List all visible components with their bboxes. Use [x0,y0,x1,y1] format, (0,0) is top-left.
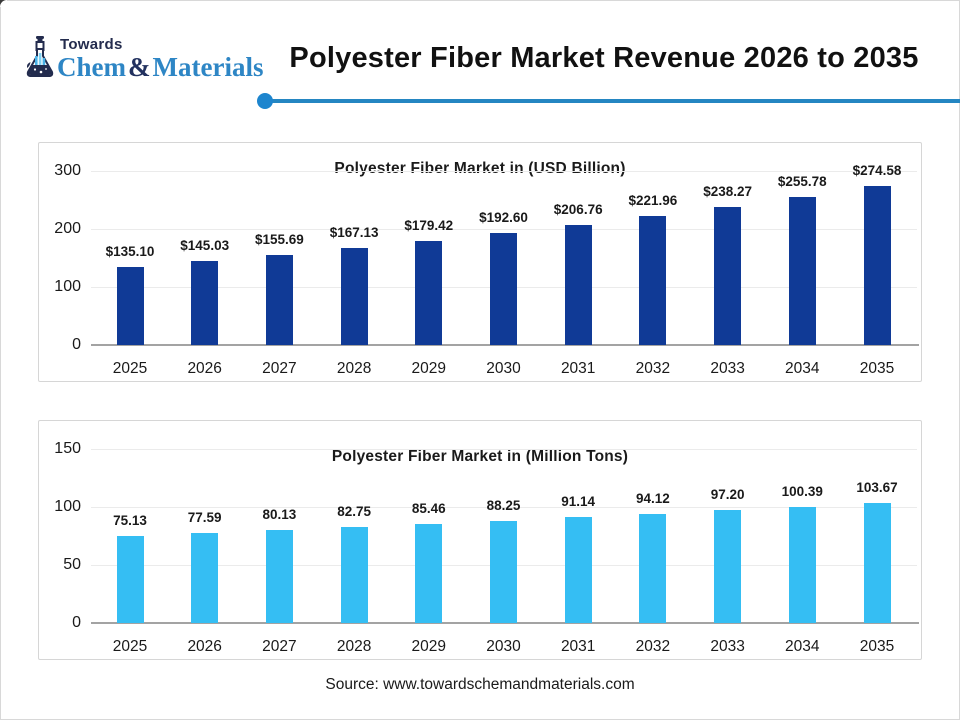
y-tick-label: 0 [72,614,81,631]
x-axis-line [91,622,919,624]
bar [490,520,517,623]
bar [265,254,293,345]
x-tick-label: 2026 [187,360,222,377]
y-tick-label: 50 [63,556,81,573]
logo-towards-text: Towards [60,36,123,53]
bar [191,260,219,345]
x-tick-label: 2030 [486,360,521,377]
chart-title: Polyester Fiber Market in (Million Tons) [331,448,629,465]
bar [340,248,368,345]
x-tick-label: 2026 [187,638,222,655]
x-tick-label: 2029 [411,638,447,655]
x-tick-label: 2030 [486,638,521,655]
x-tick-label: 2031 [560,638,596,655]
bar-value-label: $155.69 [254,231,304,247]
bar [639,216,667,345]
chart-million-tons: Polyester Fiber Market in (Million Tons)… [38,420,922,660]
y-tick-label: 300 [54,162,81,179]
bar-value-label: $179.42 [404,217,454,233]
bar [415,240,443,345]
bar [788,196,816,345]
x-tick-label: 2034 [785,638,820,655]
bar-value-label: $135.10 [105,243,155,259]
bar-value-label: 77.59 [187,509,222,525]
bar-value-label: 91.14 [561,494,596,510]
bar-value-label: 103.67 [856,479,898,495]
y-gridline [91,229,917,230]
x-tick-label: 2033 [710,360,745,377]
bar [863,502,891,623]
y-tick-label: 200 [54,220,81,237]
y-tick-label: 150 [54,440,81,457]
y-gridline [91,171,917,172]
x-tick-label: 2027 [262,638,297,655]
bar-value-label: 82.75 [337,504,371,519]
x-tick-label: 2032 [635,360,671,377]
bar [863,185,891,345]
x-tick-label: 2031 [560,360,596,377]
bar [490,233,517,345]
bar-value-label: $192.60 [479,210,528,226]
x-tick-label: 2027 [262,360,297,377]
bar [116,266,144,345]
logo-ampersand: & [128,52,151,82]
y-tick-label: 0 [72,336,81,353]
y-tick-label: 100 [54,278,81,295]
flask-icon [26,36,54,77]
x-tick-label: 2034 [785,360,820,377]
bar [191,532,219,623]
logo-materials-text: Materials [152,52,264,82]
bar [788,506,816,623]
bar-value-label: $145.03 [180,237,230,253]
bar-value-label: $206.76 [553,202,603,218]
bar-value-label: $221.96 [628,193,678,209]
bar [265,530,293,623]
x-tick-label: 2032 [635,638,671,655]
bar [564,225,592,345]
chart-usd-billion: Polyester Fiber Market in (USD Billion) … [38,142,922,382]
bar [639,513,667,623]
bar [116,535,144,623]
bar-value-label: 100.39 [781,483,823,499]
x-tick-label: 2029 [411,360,447,377]
bar [714,510,742,623]
bar-value-label: $274.58 [852,162,902,178]
x-tick-label: 2035 [859,638,895,655]
brand-logo: Towards Chem&Materials [24,30,264,88]
chart-title: Polyester Fiber Market in (USD Billion) [334,160,626,177]
title-underline-dot [257,93,273,109]
x-tick-label: 2025 [112,360,148,377]
source-attribution: Source: www.towardschemandmaterials.com [325,676,635,693]
x-tick-label: 2028 [336,638,372,655]
bar-value-label: 85.46 [411,500,446,516]
logo-chem-text: Chem [57,52,126,82]
x-axis-line [91,344,919,346]
logo-brand-text: Chem&Materials [57,52,263,83]
window-corner-artifact [0,0,7,7]
y-gridline [91,507,917,508]
bar-value-label: $255.78 [777,173,827,189]
bar-value-label: 94.12 [635,490,670,506]
bar-value-label: 88.25 [486,497,521,513]
bar-value-label: $238.27 [703,183,752,199]
bar [340,527,368,623]
bar-value-label: 80.13 [262,507,297,523]
x-tick-label: 2025 [112,638,148,655]
bar-value-label: 75.13 [113,512,147,528]
bar [714,206,742,345]
page-title: Polyester Fiber Market Revenue 2026 to 2… [289,42,919,74]
x-tick-label: 2028 [336,360,372,377]
y-tick-label: 100 [54,498,81,515]
bar [564,517,592,623]
y-gridline [91,449,917,450]
x-tick-label: 2033 [710,638,745,655]
title-underline [268,99,960,103]
x-tick-label: 2035 [859,360,895,377]
bar-value-label: $167.13 [329,225,379,241]
bar-value-label: 97.20 [710,487,745,503]
bar [415,523,443,623]
